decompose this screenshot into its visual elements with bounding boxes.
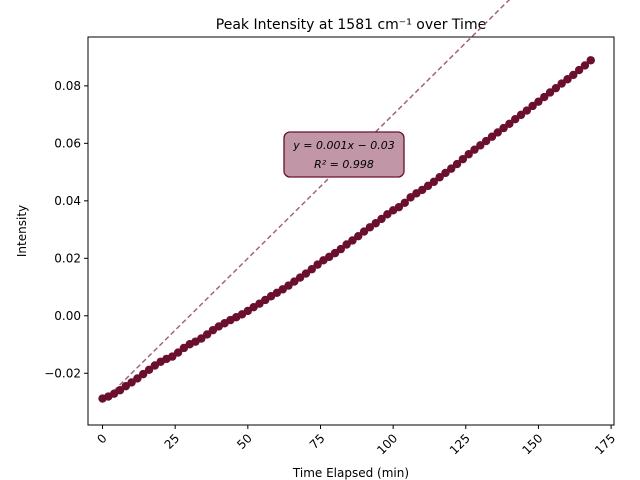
x-tick-label: 100 [374, 431, 400, 457]
x-tick-label: 50 [234, 431, 255, 452]
data-point [470, 145, 479, 154]
data-point [452, 159, 462, 169]
x-tick-label: 75 [307, 431, 328, 452]
data-point [545, 88, 555, 97]
data-point [476, 141, 485, 150]
x-tick-label: 150 [519, 431, 545, 457]
data-point [144, 365, 154, 375]
x-tick-label: 25 [162, 431, 183, 452]
data-point [133, 374, 142, 383]
data-point [359, 227, 369, 236]
fit-line [102, 0, 511, 403]
annotation-background [283, 131, 405, 178]
x-tick-label: 175 [592, 431, 618, 457]
data-point [139, 369, 148, 379]
y-tick-label: 0.00 [54, 309, 81, 323]
data-point [458, 154, 468, 164]
fit-r-squared: R² = 0.998 [314, 158, 374, 171]
x-tick-label: 0 [94, 431, 109, 446]
y-tick-label: 0.08 [54, 79, 81, 93]
data-point [301, 269, 311, 278]
data-point [574, 65, 584, 75]
data-point [540, 92, 549, 102]
data-point [441, 168, 450, 178]
data-point [499, 123, 508, 133]
data-point [551, 83, 561, 93]
data-point [354, 231, 363, 241]
y-tick-label: 0.04 [54, 194, 81, 208]
data-point [447, 164, 456, 173]
data-point [563, 75, 572, 84]
data-point [516, 110, 526, 120]
data-point [400, 198, 409, 208]
data-point [505, 119, 514, 128]
plot-area [88, 37, 614, 425]
fit-annotation-box: y = 0.001x − 0.03 R² = 0.998 [283, 131, 405, 178]
data-point [371, 219, 380, 228]
chart-title: Peak Intensity at 1581 cm⁻¹ over Time [216, 17, 486, 33]
data-point [569, 70, 578, 80]
data-point [510, 114, 520, 124]
data-point [464, 150, 473, 159]
data-point [534, 97, 543, 106]
data-point [173, 348, 183, 357]
data-point [348, 236, 357, 245]
y-tick-label: 0.02 [54, 251, 81, 265]
y-axis-label: Intensity [15, 205, 29, 257]
data-point [481, 136, 491, 146]
data-point [557, 79, 566, 88]
data-point [307, 265, 316, 274]
data-point [394, 202, 404, 212]
data-point [202, 330, 212, 339]
data-point [313, 260, 322, 269]
data-point [336, 244, 346, 254]
y-tick-label: 0.06 [54, 136, 81, 150]
fit-equation: y = 0.001x − 0.03 [292, 139, 394, 152]
data-point [522, 106, 532, 115]
data-point [377, 214, 386, 224]
data-point [586, 56, 595, 65]
data-point [580, 61, 590, 70]
data-point [487, 132, 497, 141]
y-tick-label: −0.02 [44, 366, 81, 380]
plot-frame [87, 36, 615, 426]
data-point [493, 128, 502, 137]
data-point [528, 101, 537, 111]
x-tick-label: 125 [447, 431, 473, 457]
data-point [435, 173, 444, 182]
data-point [429, 177, 439, 187]
x-axis-label: Time Elapsed (min) [292, 466, 409, 480]
